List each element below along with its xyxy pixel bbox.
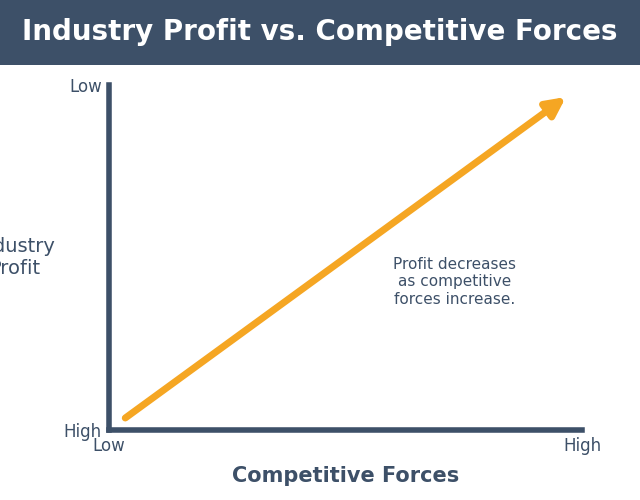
Text: Industry Profit vs. Competitive Forces: Industry Profit vs. Competitive Forces: [22, 18, 618, 46]
X-axis label: Competitive Forces: Competitive Forces: [232, 466, 460, 486]
Y-axis label: Industry
Profit: Industry Profit: [0, 237, 55, 278]
Text: Profit decreases
as competitive
forces increase.: Profit decreases as competitive forces i…: [393, 257, 516, 306]
